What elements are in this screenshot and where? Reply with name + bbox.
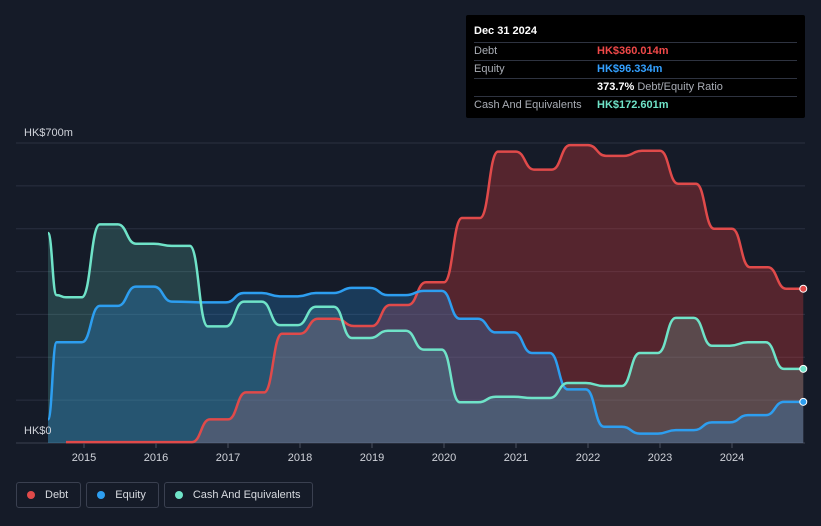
legend-dot-cash xyxy=(174,491,183,499)
tooltip-ratio-label: Debt/Equity Ratio xyxy=(637,81,723,93)
x-tick-label: 2022 xyxy=(576,452,600,464)
end-marker-debt xyxy=(799,284,808,293)
x-tick-label: 2016 xyxy=(144,452,168,464)
legend-label: Cash And Equivalents xyxy=(192,489,301,501)
tooltip-panel: Dec 31 2024 Debt HK$360.014m Equity HK$9… xyxy=(466,15,805,118)
legend-label: Equity xyxy=(115,489,146,501)
tooltip-label: Equity xyxy=(474,63,505,75)
tooltip-label: Cash And Equivalents xyxy=(474,99,582,111)
tooltip-row-debt: Debt HK$360.014m xyxy=(474,42,797,60)
y-axis-bottom-label: HK$0 xyxy=(24,425,52,437)
tooltip-row-ratio: 373.7% Debt/Equity Ratio xyxy=(474,78,797,96)
series-areas xyxy=(48,145,804,443)
area-cash-and-equivalents xyxy=(48,224,804,443)
tooltip-value-ratio: 373.7% xyxy=(597,81,635,93)
end-marker-equity xyxy=(799,397,808,406)
x-tick-label: 2021 xyxy=(504,452,528,464)
x-tick-label: 2023 xyxy=(648,452,672,464)
legend-item-debt[interactable]: Debt xyxy=(16,482,82,508)
legend-dot-equity xyxy=(97,491,106,499)
tooltip-label: Debt xyxy=(474,45,498,57)
series-end-markers xyxy=(799,284,808,406)
tooltip-row-equity: Equity HK$96.334m xyxy=(474,60,797,78)
x-tick-label: 2020 xyxy=(432,452,456,464)
chart-legend: Debt Equity Cash And Equivalents xyxy=(16,482,314,508)
tooltip-value-debt: HK$360.014m xyxy=(597,45,669,57)
x-axis-ticks: 2015 2016 2017 2018 2019 2020 2021 2022 2023 2024 xyxy=(72,443,744,464)
end-marker-cash-and-equivalents xyxy=(799,364,808,373)
x-tick-label: 2015 xyxy=(72,452,96,464)
legend-item-cash[interactable]: Cash And Equivalents xyxy=(163,482,314,508)
tooltip-date: Dec 31 2024 xyxy=(474,25,537,37)
line-debt xyxy=(66,143,804,444)
tooltip-row-cash: Cash And Equivalents HK$172.601m xyxy=(474,96,797,114)
area-debt xyxy=(66,145,804,443)
grid-lines xyxy=(16,142,805,444)
tooltip-label xyxy=(474,79,597,96)
line-equity xyxy=(46,285,804,435)
x-tick-label: 2018 xyxy=(288,452,312,464)
tooltip-value-equity: HK$96.334m xyxy=(597,63,663,75)
legend-dot-debt xyxy=(27,491,35,499)
legend-item-equity[interactable]: Equity xyxy=(86,482,159,508)
x-tick-label: 2017 xyxy=(216,452,240,464)
x-tick-label: 2019 xyxy=(360,452,384,464)
y-axis-top-label: HK$700m xyxy=(24,127,73,139)
line-cash-and-equivalents xyxy=(46,223,804,404)
tooltip-value-cash: HK$172.601m xyxy=(597,99,669,111)
series-lines xyxy=(46,143,804,444)
x-tick-label: 2024 xyxy=(720,452,744,464)
legend-label: Debt xyxy=(45,489,69,501)
